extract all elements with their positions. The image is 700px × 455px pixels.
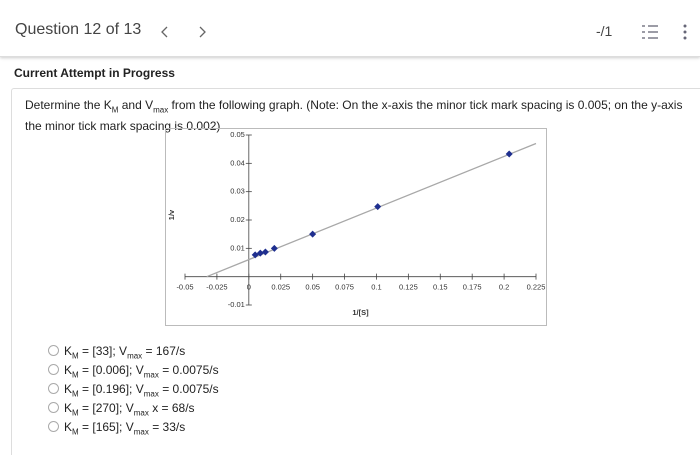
text-part: K <box>64 344 73 358</box>
subscript: max <box>127 351 143 361</box>
subscript: M <box>111 105 119 115</box>
question-text: Determine the KM and Vmax from the follo… <box>25 97 695 134</box>
x-tick-label: 0.15 <box>433 283 448 292</box>
point <box>270 244 278 252</box>
radio[interactable] <box>48 345 59 356</box>
x-tick-label: 0.225 <box>527 283 546 292</box>
x-tick-label: 0.1 <box>371 283 381 292</box>
subscript: M <box>72 351 79 361</box>
text-part: Determine the K <box>25 98 112 112</box>
y-tick-label: 0.04 <box>230 158 245 167</box>
text-part: x = 68/s <box>148 401 195 415</box>
subscript: max <box>133 427 149 437</box>
x-tick-label: 0.125 <box>399 283 418 292</box>
subscript: M <box>72 427 79 437</box>
score: -/1 <box>596 23 613 39</box>
text-part: = 33/s <box>148 420 186 434</box>
text-part: = [33]; V <box>78 344 128 358</box>
question-box <box>11 88 700 455</box>
point <box>505 150 513 158</box>
subscript: max <box>143 370 159 380</box>
y-tick-label: 0.01 <box>230 243 245 252</box>
text-part: = 0.0075/s <box>158 363 219 377</box>
y-tick-label: -0.01 <box>228 300 245 309</box>
text-part: K <box>64 382 73 396</box>
x-tick-label: -0.025 <box>206 283 227 292</box>
subscript: max <box>153 105 169 115</box>
text-part: K <box>64 401 73 415</box>
header-bar <box>0 0 700 57</box>
y-tick-label: 0.03 <box>230 187 245 196</box>
subscript: M <box>72 408 79 418</box>
y-axis-label: 1/v <box>167 209 176 220</box>
option[interactable]: KM = [270]; Vmax x = 68/s <box>48 401 195 417</box>
text-part: K <box>64 363 73 377</box>
option[interactable]: KM = [0.196]; Vmax = 0.0075/s <box>48 382 219 398</box>
x-tick-label: 0.075 <box>335 283 354 292</box>
chart-frame <box>165 128 547 326</box>
status: Current Attempt in Progress <box>14 66 175 80</box>
point <box>256 249 264 257</box>
option[interactable]: KM = [0.006]; Vmax = 0.0075/s <box>48 363 219 379</box>
x-tick-label: -0.05 <box>176 283 193 292</box>
text-part: = [0.006]; V <box>78 363 144 377</box>
y-tick-label: 0.02 <box>230 215 245 224</box>
nav-arrows[interactable] <box>158 24 218 40</box>
x-tick-label: 0.05 <box>305 283 320 292</box>
point <box>251 251 259 259</box>
option[interactable]: KM = [165]; Vmax = 33/s <box>48 420 185 436</box>
x-tick-label: 0.025 <box>271 283 290 292</box>
text-part: = [270]; V <box>78 401 134 415</box>
x-tick-label: 0.175 <box>463 283 482 292</box>
subscript: max <box>133 408 149 418</box>
subscript: max <box>143 389 159 399</box>
question-number: Question 12 of 13 <box>15 21 142 38</box>
radio[interactable] <box>48 421 59 432</box>
text-part: from the following graph. (Note: On the … <box>25 98 683 134</box>
point <box>374 203 382 211</box>
text-part: = [165]; V <box>78 420 134 434</box>
text-part: = [0.196]; V <box>78 382 144 396</box>
text-part: = 167/s <box>142 344 186 358</box>
radio[interactable] <box>48 383 59 394</box>
text-part: = 0.0075/s <box>158 382 219 396</box>
text-part: and V <box>118 98 154 112</box>
option[interactable]: KM = [33]; Vmax = 167/s <box>48 344 185 360</box>
x-tick-label: 0.2 <box>499 283 509 292</box>
radio[interactable] <box>48 364 59 375</box>
x-tick-label: 0 <box>247 283 251 292</box>
subscript: M <box>72 389 79 399</box>
menu-icons[interactable] <box>640 22 695 42</box>
radio[interactable] <box>48 402 59 413</box>
text-part: K <box>64 420 73 434</box>
point <box>309 230 317 238</box>
x-axis-label: 1/[S] <box>352 308 369 317</box>
subscript: M <box>72 370 79 380</box>
y-tick-label: 0.05 <box>230 130 245 139</box>
point <box>261 248 269 256</box>
